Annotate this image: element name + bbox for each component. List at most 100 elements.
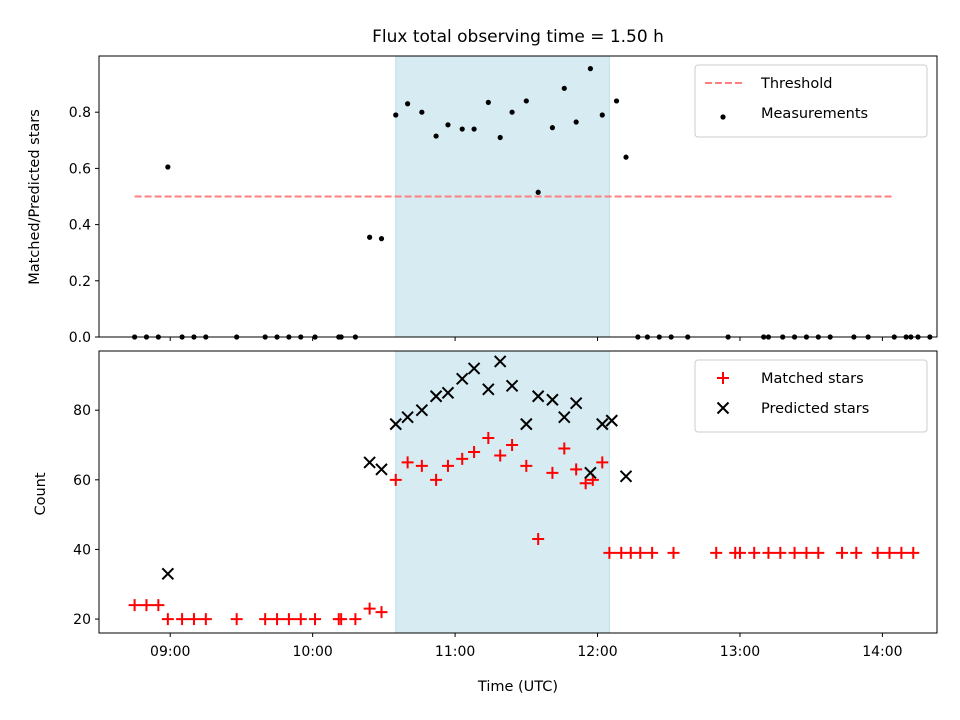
measurement-point <box>419 109 425 115</box>
matched-star-point <box>187 613 200 626</box>
predicted-star-point <box>375 463 388 476</box>
measurement-point <box>405 101 411 107</box>
measurement-point <box>613 98 620 104</box>
matched-star-point <box>748 546 761 559</box>
measurement-point <box>587 66 594 72</box>
matched-star-point <box>230 613 243 626</box>
top-panel: 0.0 0.2 0.4 0.6 0.8 Threshold Measurements <box>69 55 938 346</box>
legend: Matched stars Predicted stars <box>694 359 928 433</box>
legend: Threshold Measurements <box>694 64 928 138</box>
matched-star-point <box>634 546 647 559</box>
x-tick-label: 10:00 <box>292 644 332 660</box>
observing-window-shade <box>395 350 610 634</box>
bottom-y-axis-label: Count <box>33 472 49 515</box>
measurement-point <box>471 126 477 132</box>
matched-star-point <box>176 613 189 626</box>
predicted-star-point <box>363 456 376 469</box>
legend-box <box>694 64 928 138</box>
y-tick-label: 60 <box>73 473 91 489</box>
measurement-point <box>523 98 529 104</box>
matched-star-point <box>871 546 884 559</box>
legend-label: Measurements <box>761 106 868 122</box>
matched-star-point <box>294 613 307 626</box>
matched-star-point <box>152 599 165 612</box>
x-tick-label: 11:00 <box>435 644 475 660</box>
x-tick-label: 14:00 <box>862 644 902 660</box>
axes-frame <box>98 55 938 338</box>
measurement-point <box>367 234 373 240</box>
matched-star-point <box>441 459 454 472</box>
legend-predicted-swatch <box>716 401 730 415</box>
matched-star-point <box>506 439 519 451</box>
predicted-star-point <box>456 372 469 386</box>
matched-star-point <box>401 456 414 469</box>
legend-matched-swatch <box>717 372 729 384</box>
y-tick-label: 20 <box>73 612 91 628</box>
matched-star-point <box>363 602 376 615</box>
matched-star-point <box>596 456 609 469</box>
matched-star-point <box>375 606 388 619</box>
predicted-star-point <box>558 410 571 424</box>
matched-star-point <box>309 613 322 626</box>
matched-star-point <box>282 613 295 626</box>
matched-star-point <box>733 546 746 559</box>
measurement-point <box>165 164 171 170</box>
measurement-point <box>573 119 579 125</box>
matched-star-point <box>199 613 212 626</box>
matched-star-point <box>271 613 284 626</box>
measurement-point <box>393 112 399 118</box>
matched-star-point <box>140 599 153 612</box>
matched-star-point <box>456 452 469 465</box>
measurement-point <box>378 236 385 242</box>
matched-star-point <box>603 546 616 559</box>
predicted-star-point <box>619 470 633 483</box>
matched-star-point <box>259 613 272 626</box>
matched-star-point <box>836 546 849 559</box>
x-axis-label: Time (UTC) <box>477 679 558 695</box>
predicted-star-point <box>531 390 545 403</box>
matched-star-point <box>532 533 545 545</box>
measurement-point <box>459 126 465 132</box>
matched-star-point <box>161 613 174 626</box>
measurement-point <box>535 189 541 195</box>
y-tick-label: 0.8 <box>69 105 91 121</box>
bottom-panel: 20 40 60 80 09:00 10:00 11:00 12:00 13:00 14:00 Ma… <box>73 350 938 660</box>
measurement-point <box>599 112 605 118</box>
chart-title: Flux total observing time = 1.50 h <box>372 27 664 47</box>
matched-star-point <box>895 546 908 559</box>
predicted-star-point <box>482 383 495 396</box>
legend-label: Predicted stars <box>761 401 869 417</box>
predicted-star-point <box>546 393 559 406</box>
matched-star-point <box>128 599 141 612</box>
predicted-star-point <box>493 355 507 368</box>
matched-star-point <box>546 466 559 479</box>
matched-star-point <box>812 546 825 559</box>
matched-star-point <box>579 477 592 490</box>
predicted-star-point <box>584 466 597 480</box>
matched-star-point <box>570 463 583 476</box>
predicted-star-point <box>569 397 583 410</box>
matched-star-point <box>883 546 896 559</box>
matched-star-point <box>520 459 533 472</box>
measurement-point <box>485 99 491 105</box>
predicted-star-point <box>415 403 429 417</box>
predicted-star-point <box>161 567 175 581</box>
predicted-star-point <box>401 410 414 424</box>
y-tick-label: 0.4 <box>69 218 91 234</box>
predicted-star-point <box>520 417 533 431</box>
matched-star-point <box>415 459 428 472</box>
predicted-star-point <box>467 362 481 375</box>
legend-box <box>694 359 928 433</box>
measurement-point <box>509 109 515 115</box>
matched-star-point <box>558 442 571 455</box>
matched-star-point <box>335 613 348 626</box>
matched-star-point <box>907 546 920 559</box>
predicted-star-point <box>441 386 455 399</box>
top-y-axis-label: Matched/Predicted stars <box>27 109 43 285</box>
matched-star-point <box>482 432 495 445</box>
measurement-point <box>497 134 503 141</box>
y-tick-label: 0.0 <box>69 330 91 346</box>
measurement-point <box>549 125 556 131</box>
predicted-star-point <box>505 379 519 393</box>
